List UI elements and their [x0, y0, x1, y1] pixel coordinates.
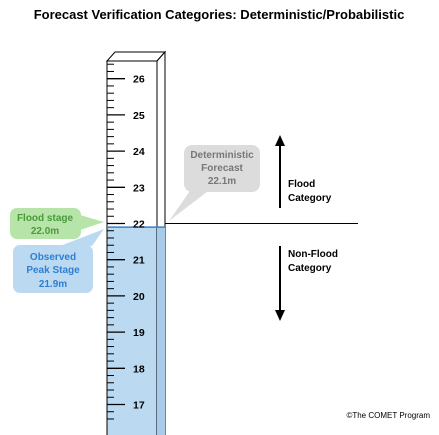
- observed-label-line1: Observed: [30, 252, 76, 263]
- flood-stage-label-line1: Flood stage: [17, 213, 74, 224]
- nonflood-category-line1: Non-Flood: [288, 249, 338, 260]
- tick-label: 26: [133, 74, 145, 86]
- tick-label: 21: [133, 255, 145, 267]
- water-fill-side: [157, 227, 165, 435]
- diagram-title: Forecast Verification Categories: Determ…: [34, 7, 405, 22]
- up-arrow-icon: [275, 135, 285, 146]
- tick-label: 22: [133, 219, 145, 231]
- nonflood-category-line2: Category: [288, 263, 332, 274]
- nonflood-category: Non-Flood Category: [275, 246, 338, 321]
- flood-category: Flood Category: [275, 135, 332, 208]
- observed-label-line3: 21.9m: [39, 279, 67, 290]
- tick-label: 19: [133, 327, 145, 339]
- tick-label: 18: [133, 363, 145, 375]
- flood-category-line2: Category: [288, 193, 332, 204]
- tick-label: 24: [133, 146, 145, 158]
- flood-stage-callout: Flood stage 22.0m: [10, 208, 104, 239]
- tick-label: 25: [133, 110, 145, 122]
- flood-stage-callout-box: [10, 208, 81, 239]
- forecast-label-line2: Forecast: [201, 163, 243, 174]
- flood-stage-label-line2: 22.0m: [31, 226, 59, 237]
- forecast-callout-pointer: [169, 188, 212, 221]
- observed-label-line2: Peak Stage: [26, 265, 80, 276]
- flood-stage-callout-pointer: [80, 215, 104, 230]
- observed-peak-callout: Observed Peak Stage 21.9m: [13, 229, 104, 293]
- stage-gauge: 26 25 24 23 22 21 20 19 18 17: [105, 50, 167, 435]
- observed-peak-callout-box: [13, 245, 93, 293]
- forecast-label-line3: 22.1m: [208, 176, 236, 187]
- gauge-ticks: 26 25 24 23 22 21 20 19 18 17: [107, 63, 145, 420]
- flood-category-line1: Flood: [288, 179, 315, 190]
- tick-label: 17: [133, 400, 145, 412]
- forecast-callout-box: [184, 145, 260, 192]
- forecast-callout: Deterministic Forecast 22.1m: [169, 145, 260, 221]
- down-arrow-icon: [275, 310, 285, 321]
- forecast-label-line1: Deterministic: [190, 150, 254, 161]
- tick-label: 23: [133, 182, 145, 194]
- tick-label: 20: [133, 291, 145, 303]
- gauge-top-face: [105, 51, 167, 62]
- observed-peak-callout-pointer: [60, 229, 104, 246]
- water-fill: [107, 227, 157, 435]
- credit-text: ©The COMET Program: [346, 411, 430, 420]
